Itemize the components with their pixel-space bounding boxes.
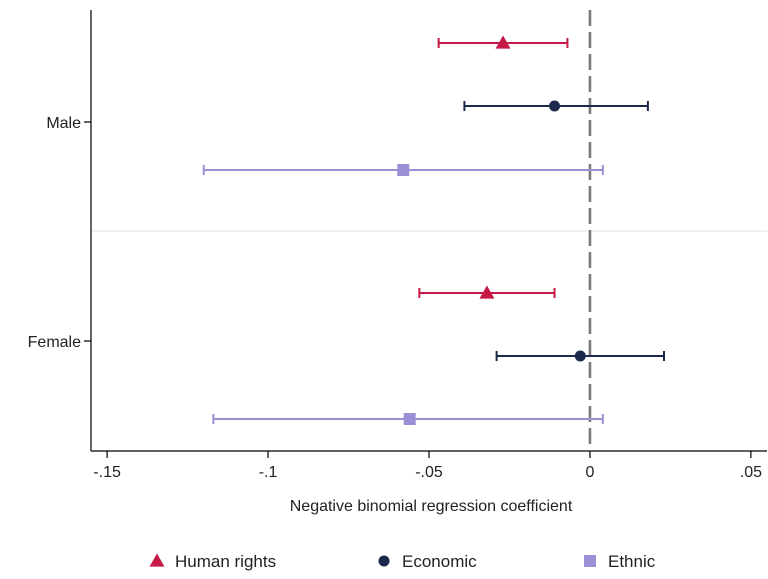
point-marker — [397, 164, 410, 176]
legend-item-ethnic: Ethnic — [584, 552, 656, 571]
point-marker — [549, 100, 561, 112]
x-tick-label: .05 — [740, 464, 762, 481]
x-tick-label: -.05 — [415, 464, 443, 481]
legend-marker — [584, 555, 596, 567]
plot-area — [90, 10, 767, 452]
point-marker — [479, 285, 495, 299]
y-tick-label-male: Male — [46, 115, 81, 132]
y-tick-label-female: Female — [28, 334, 81, 351]
point-marker — [574, 350, 586, 362]
x-tick-label: 0 — [585, 464, 594, 481]
estimate-ethnic-female — [212, 413, 604, 425]
legend-item-economic: Economic — [378, 552, 477, 571]
y-axis: Male Female — [28, 115, 91, 351]
estimate-human-rights-male — [437, 35, 569, 49]
x-tick-label: -.15 — [93, 464, 121, 481]
point-marker — [495, 35, 511, 49]
estimate-human-rights-female — [418, 285, 556, 299]
point-marker — [403, 413, 416, 425]
legend-label: Ethnic — [608, 552, 656, 571]
legend-label: Human rights — [175, 552, 276, 571]
x-tick-label: -.1 — [259, 464, 278, 481]
x-axis: -.15 -.1 -.05 0 .05 — [93, 451, 762, 481]
legend-marker — [149, 553, 165, 567]
legend-item-human-rights: Human rights — [149, 552, 276, 571]
data-marks — [202, 35, 665, 425]
estimate-ethnic-male — [202, 164, 604, 176]
legend-marker — [378, 555, 390, 567]
estimate-economic-female — [495, 350, 665, 362]
estimate-economic-male — [463, 100, 649, 112]
x-axis-title: Negative binomial regression coefficient — [290, 498, 573, 515]
legend-label: Economic — [402, 552, 477, 571]
legend: Human rights Economic Ethnic — [149, 552, 656, 571]
